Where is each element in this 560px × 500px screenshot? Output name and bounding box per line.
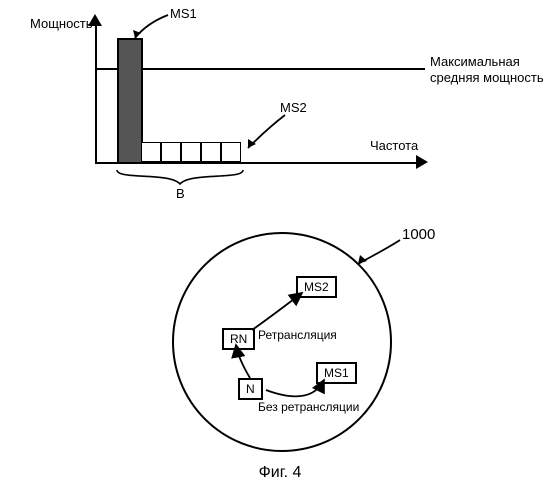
network-edges [0,0,560,500]
edge-label-norelay: Без ретрансляции [258,400,359,414]
figure-caption: Фиг. 4 [0,464,560,482]
edge-label-relay: Ретрансляция [258,328,337,342]
